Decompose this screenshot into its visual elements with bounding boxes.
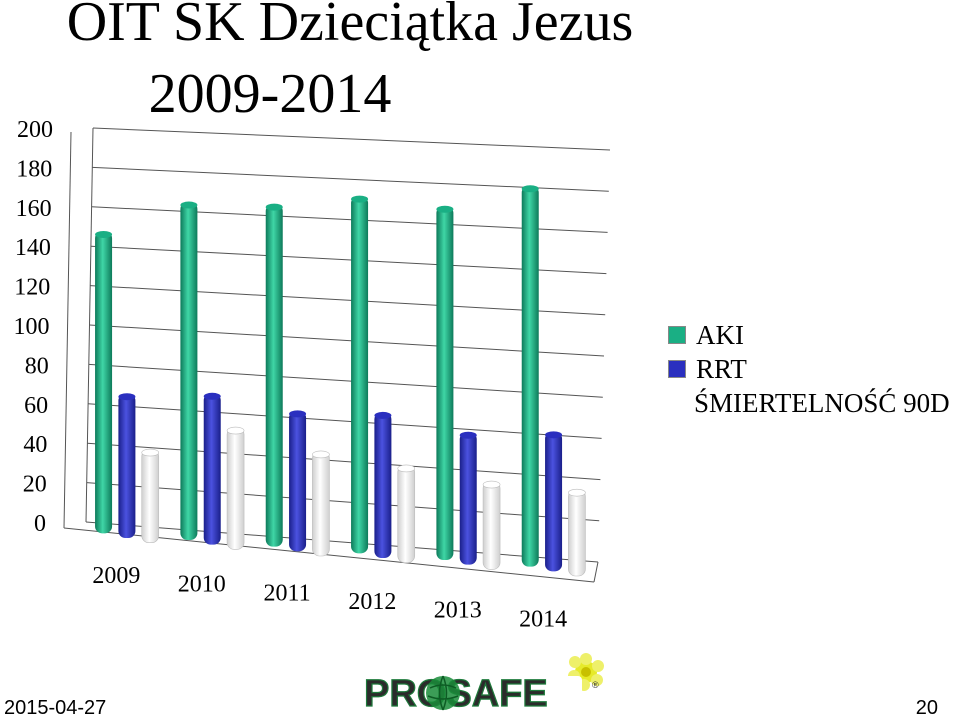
bar-cap — [436, 205, 454, 213]
chart-title-line2: 2009-2014 — [148, 63, 392, 125]
legend-label-mortality: ŚMIERTELNOŚĆ 90D — [694, 388, 950, 418]
y-tick-label: 200 — [17, 117, 53, 143]
bar-cap — [265, 203, 283, 211]
x-tick-label: 2013 — [434, 598, 482, 624]
bar-rrt-2012 — [374, 412, 392, 558]
gridline — [88, 363, 603, 398]
back-wall-edge — [85, 127, 94, 523]
y-tick-label: 140 — [15, 235, 51, 261]
legend-item-rrt: RRT — [668, 352, 950, 386]
bar-cap — [118, 393, 136, 401]
bar-aki-2009 — [95, 231, 113, 534]
bar-cap — [351, 195, 369, 203]
bar--miertelno-90d-2012 — [397, 465, 416, 563]
legend-swatch-aki — [668, 326, 686, 344]
bar-rrt-2013 — [459, 432, 477, 565]
bar-rrt-2010 — [203, 393, 221, 545]
bar-cap — [397, 464, 416, 473]
y-tick-label: 40 — [23, 432, 47, 458]
legend-item-mortality: ŚMIERTELNOŚĆ 90D — [668, 386, 950, 420]
bar-cap — [289, 410, 307, 418]
chart-legend: AKI RRT ŚMIERTELNOŚĆ 90D — [668, 318, 950, 420]
bar-rrt-2014 — [545, 431, 563, 572]
bar-cap — [226, 426, 245, 435]
globe-icon — [426, 676, 460, 710]
chart-title-line1: OIT SK Dzieciątka Jezus — [66, 0, 634, 53]
gridline — [92, 127, 611, 151]
bar-cap — [482, 480, 501, 489]
x-tick-label: 2009 — [92, 563, 140, 589]
left-wall-edge — [63, 131, 72, 529]
bar-cap — [521, 185, 539, 193]
page-number: 20 — [915, 697, 938, 719]
bar-aki-2013 — [436, 206, 454, 560]
y-tick-label: 160 — [16, 196, 52, 222]
legend-label-aki: AKI — [696, 320, 744, 350]
bar--miertelno-90d-2009 — [141, 449, 160, 543]
prosafe-logo: ® PROSAFE — [362, 653, 604, 716]
x-tick-label: 2010 — [178, 572, 226, 598]
x-tick-label: 2011 — [264, 580, 311, 606]
gridline — [90, 285, 606, 316]
bar-cap — [545, 431, 563, 439]
bar--miertelno-90d-2010 — [226, 427, 245, 550]
gridline — [85, 521, 599, 563]
bar-rrt-2009 — [118, 393, 136, 538]
gridline — [87, 442, 601, 481]
gridline — [88, 403, 602, 439]
gridline — [86, 482, 600, 522]
bar-cap — [141, 448, 160, 457]
bar--miertelno-90d-2014 — [568, 489, 586, 577]
bar-rrt-2011 — [289, 410, 307, 552]
y-tick-label: 0 — [34, 511, 46, 537]
gridline — [91, 206, 608, 233]
bar--miertelno-90d-2011 — [312, 451, 330, 557]
y-tick-label: 120 — [14, 275, 50, 301]
y-tick-label: 180 — [16, 156, 52, 182]
x-tick-label: 2012 — [348, 589, 396, 615]
gridline — [89, 324, 605, 357]
bar-cap — [374, 411, 392, 419]
bar-cap — [459, 431, 477, 439]
bar-cap — [180, 201, 198, 209]
y-tick-label: 100 — [14, 314, 50, 340]
bar-cap — [95, 230, 113, 238]
bar-aki-2014 — [521, 185, 539, 567]
floor-right-edge — [593, 561, 599, 583]
y-tick-label: 80 — [25, 353, 49, 379]
legend-item-aki: AKI — [668, 318, 950, 352]
bar--miertelno-90d-2013 — [482, 481, 501, 570]
registered-mark: ® — [592, 680, 599, 690]
footer-date: 2015-04-27 — [4, 697, 107, 719]
x-tick-label: 2014 — [519, 606, 567, 632]
legend-label-rrt: RRT — [696, 354, 747, 384]
bar-aki-2011 — [265, 204, 283, 547]
legend-swatch-rrt — [668, 360, 686, 378]
y-tick-label: 60 — [24, 393, 48, 419]
bar-aki-2010 — [180, 202, 198, 541]
legend-swatch-mortality — [668, 395, 684, 411]
bar-aki-2012 — [351, 196, 369, 554]
bar-cap — [312, 450, 330, 459]
gridline — [90, 245, 607, 275]
y-tick-label: 20 — [23, 472, 47, 498]
bar-cap — [568, 488, 586, 497]
bar-cap — [203, 392, 221, 400]
